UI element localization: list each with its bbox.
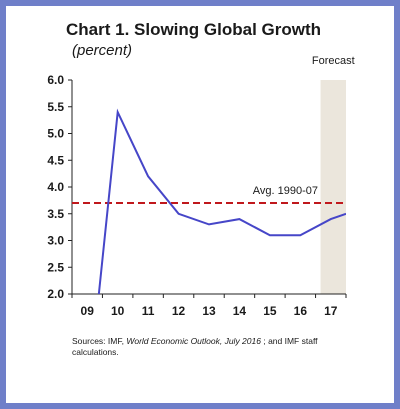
source-note: Sources: IMF, World Economic Outlook, Ju…	[72, 336, 362, 358]
x-tick-label: 17	[324, 304, 338, 318]
y-tick-label: 3.0	[47, 234, 64, 248]
source-prefix: Sources: IMF,	[72, 336, 127, 346]
average-label: Avg. 1990-07	[253, 185, 318, 197]
y-tick-label: 5.5	[47, 100, 64, 114]
x-tick-label: 14	[233, 304, 247, 318]
y-tick-label: 5.0	[47, 127, 64, 141]
forecast-band	[320, 80, 346, 294]
growth-series-line	[97, 108, 346, 294]
y-tick-label: 2.5	[47, 260, 64, 274]
y-tick-label: 6.0	[47, 73, 64, 87]
chart-title: Chart 1. Slowing Global Growth	[66, 20, 322, 39]
x-tick-label: 12	[172, 304, 186, 318]
x-tick-label: 10	[111, 304, 125, 318]
source-suffix: ; and IMF staff calculations.	[72, 336, 318, 357]
forecast-label: Forecast	[312, 55, 355, 67]
y-tick-label: 2.0	[47, 287, 64, 301]
x-tick-label: 15	[263, 304, 277, 318]
x-tick-label: 11	[142, 304, 155, 318]
source-publication: World Economic Outlook, July 2016	[126, 336, 261, 346]
x-tick-label: 09	[81, 304, 95, 318]
y-tick-label: 3.5	[47, 207, 64, 221]
y-tick-label: 4.0	[47, 180, 64, 194]
chart-subtitle: (percent)	[72, 42, 133, 59]
x-tick-label: 13	[202, 304, 216, 318]
y-tick-label: 4.5	[47, 153, 64, 167]
x-tick-label: 16	[294, 304, 308, 318]
